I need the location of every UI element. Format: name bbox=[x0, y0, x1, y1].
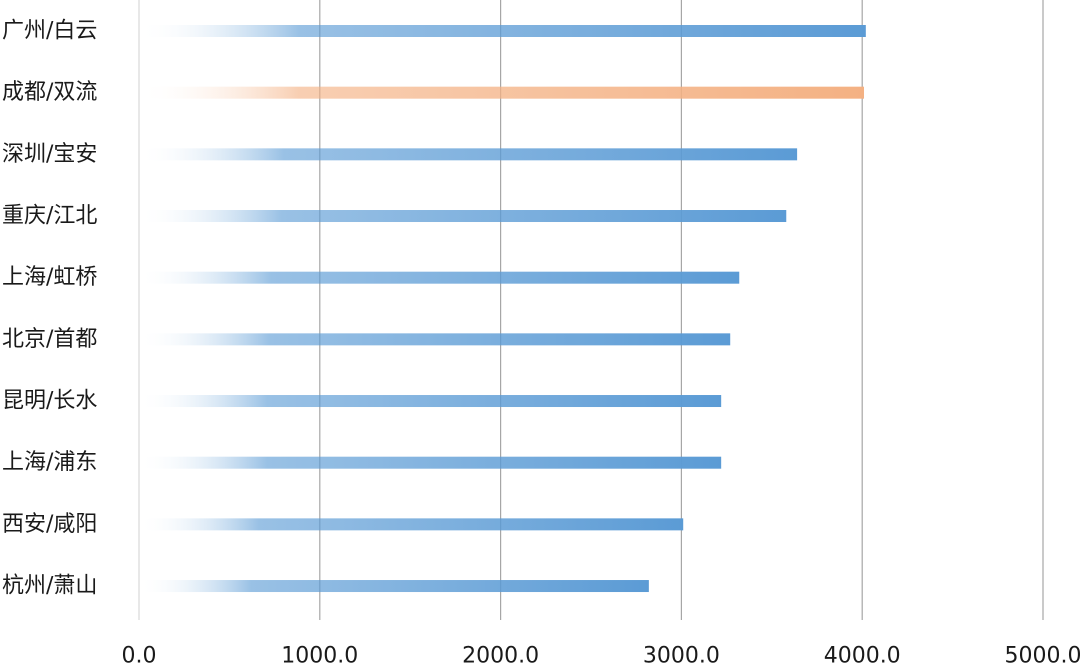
bar bbox=[139, 271, 740, 284]
bar bbox=[139, 580, 649, 593]
x-tick-label: 5000.0 bbox=[1005, 644, 1080, 663]
category-label: 北京/首都 bbox=[2, 327, 97, 352]
category-label: 杭州/萧山 bbox=[2, 574, 97, 599]
bar bbox=[139, 148, 798, 161]
category-label: 广州/白云 bbox=[2, 19, 97, 44]
bars bbox=[139, 25, 866, 593]
category-label: 深圳/宝安 bbox=[2, 142, 97, 167]
bar bbox=[139, 395, 722, 408]
bar bbox=[139, 456, 722, 469]
bar bbox=[139, 333, 731, 346]
category-label: 昆明/长水 bbox=[2, 389, 97, 414]
category-label: 重庆/江北 bbox=[2, 204, 97, 229]
bar bbox=[139, 210, 787, 223]
category-label: 上海/浦东 bbox=[2, 450, 97, 475]
category-label: 上海/虹桥 bbox=[2, 265, 97, 290]
bar-highlighted bbox=[139, 86, 865, 99]
x-tick-label: 3000.0 bbox=[643, 644, 720, 663]
bar bbox=[139, 518, 684, 531]
bar bbox=[139, 25, 866, 37]
x-tick-labels: 0.0 1000.0 2000.0 3000.0 4000.0 5000.0 bbox=[122, 644, 1080, 663]
x-tick-label: 1000.0 bbox=[281, 644, 358, 663]
category-label: 西安/咸阳 bbox=[2, 512, 97, 537]
x-tick-label: 0.0 bbox=[122, 644, 157, 663]
x-tick-label: 4000.0 bbox=[824, 644, 901, 663]
x-tick-label: 2000.0 bbox=[462, 644, 539, 663]
category-label: 成都/双流 bbox=[2, 80, 97, 105]
gridlines bbox=[138, 0, 1044, 620]
category-labels: 广州/白云成都/双流深圳/宝安重庆/江北上海/虹桥北京/首都昆明/长水上海/浦东… bbox=[2, 19, 97, 599]
